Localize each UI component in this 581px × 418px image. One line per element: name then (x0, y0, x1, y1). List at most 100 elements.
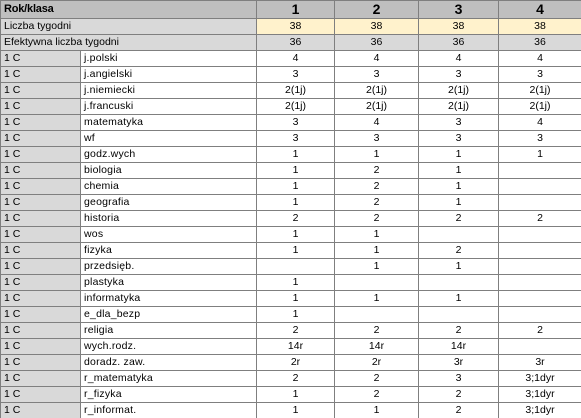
subject-cell[interactable]: matematyka (79, 114, 258, 131)
hours-cell[interactable]: 2(1j) (256, 82, 336, 99)
class-cell[interactable]: 1 C (0, 82, 81, 99)
hours-cell[interactable]: 1 (418, 146, 500, 163)
hours-cell[interactable]: 1 (256, 178, 336, 195)
hours-cell[interactable] (498, 194, 581, 211)
hours-cell[interactable]: 3 (418, 130, 500, 147)
subject-cell[interactable]: chemia (79, 178, 258, 195)
hours-cell[interactable]: 2 (418, 242, 500, 259)
hours-cell[interactable]: 4 (498, 114, 581, 131)
hours-cell[interactable]: 2 (418, 210, 500, 227)
hours-cell[interactable]: 2(1j) (498, 82, 581, 99)
subject-cell[interactable]: wf (79, 130, 258, 147)
subject-cell[interactable]: przedsięb. (79, 258, 258, 275)
subject-cell[interactable]: geografia (79, 194, 258, 211)
subject-cell[interactable]: j.niemiecki (79, 82, 258, 99)
class-cell[interactable]: 1 C (0, 338, 81, 355)
hours-cell[interactable]: 2 (334, 194, 420, 211)
subject-cell[interactable]: r_informat. (79, 402, 258, 418)
summary-cell[interactable]: 38 (418, 18, 500, 35)
class-cell[interactable]: 1 C (0, 194, 81, 211)
hours-cell[interactable]: 1 (418, 290, 500, 307)
hours-cell[interactable]: 14r (334, 338, 420, 355)
subject-cell[interactable]: biologia (79, 162, 258, 179)
class-cell[interactable]: 1 C (0, 50, 81, 67)
hours-cell[interactable]: 1 (334, 226, 420, 243)
hours-cell[interactable]: 2 (498, 210, 581, 227)
hours-cell[interactable] (418, 274, 500, 291)
hours-cell[interactable] (498, 306, 581, 323)
hours-cell[interactable]: 3r (498, 354, 581, 371)
hours-cell[interactable]: 2(1j) (256, 98, 336, 115)
hours-cell[interactable]: 3 (418, 66, 500, 83)
hours-cell[interactable]: 2 (498, 322, 581, 339)
hours-cell[interactable]: 3 (256, 130, 336, 147)
hours-cell[interactable]: 4 (334, 50, 420, 67)
subject-cell[interactable]: e_dla_bezp (79, 306, 258, 323)
hours-cell[interactable]: 2 (256, 210, 336, 227)
subject-cell[interactable]: godz.wych (79, 146, 258, 163)
hours-cell[interactable]: 2 (256, 322, 336, 339)
hours-cell[interactable]: 4 (256, 50, 336, 67)
class-cell[interactable]: 1 C (0, 146, 81, 163)
hours-cell[interactable]: 4 (418, 50, 500, 67)
hours-cell[interactable]: 2 (334, 210, 420, 227)
year-header-3[interactable]: 3 (418, 0, 500, 19)
summary-cell[interactable]: 36 (498, 34, 581, 51)
subject-cell[interactable]: r_matematyka (79, 370, 258, 387)
hours-cell[interactable]: 2 (334, 370, 420, 387)
hours-cell[interactable]: 1 (256, 274, 336, 291)
class-cell[interactable]: 1 C (0, 98, 81, 115)
hours-cell[interactable]: 1 (334, 146, 420, 163)
hours-cell[interactable]: 1 (256, 226, 336, 243)
hours-cell[interactable] (498, 290, 581, 307)
summary-cell[interactable]: 38 (498, 18, 581, 35)
class-cell[interactable]: 1 C (0, 226, 81, 243)
hours-cell[interactable]: 2 (418, 402, 500, 418)
summary-label[interactable]: Efektywna liczba tygodni (0, 34, 258, 51)
hours-cell[interactable]: 1 (256, 242, 336, 259)
subject-cell[interactable]: j.angielski (79, 66, 258, 83)
hours-cell[interactable] (498, 274, 581, 291)
hours-cell[interactable]: 3 (256, 114, 336, 131)
class-cell[interactable]: 1 C (0, 178, 81, 195)
subject-cell[interactable]: doradz. zaw. (79, 354, 258, 371)
class-cell[interactable]: 1 C (0, 306, 81, 323)
hours-cell[interactable] (418, 226, 500, 243)
hours-cell[interactable]: 2(1j) (498, 98, 581, 115)
hours-cell[interactable]: 1 (334, 290, 420, 307)
hours-cell[interactable]: 2(1j) (418, 98, 500, 115)
hours-cell[interactable]: 1 (498, 146, 581, 163)
hours-cell[interactable]: 2 (418, 322, 500, 339)
hours-cell[interactable]: 1 (418, 162, 500, 179)
subject-cell[interactable]: wych.rodz. (79, 338, 258, 355)
hours-cell[interactable]: 3 (334, 66, 420, 83)
hours-cell[interactable] (256, 258, 336, 275)
subject-cell[interactable]: r_fizyka (79, 386, 258, 403)
hours-cell[interactable]: 3 (418, 114, 500, 131)
subject-cell[interactable]: j.polski (79, 50, 258, 67)
hours-cell[interactable]: 2(1j) (418, 82, 500, 99)
hours-cell[interactable]: 2r (334, 354, 420, 371)
hours-cell[interactable] (498, 258, 581, 275)
hours-cell[interactable]: 4 (334, 114, 420, 131)
hours-cell[interactable] (498, 226, 581, 243)
class-cell[interactable]: 1 C (0, 290, 81, 307)
hours-cell[interactable]: 2 (334, 178, 420, 195)
hours-cell[interactable]: 2(1j) (334, 82, 420, 99)
hours-cell[interactable]: 3;1dyr (498, 386, 581, 403)
hours-cell[interactable]: 1 (256, 306, 336, 323)
summary-cell[interactable]: 38 (334, 18, 420, 35)
hours-cell[interactable]: 1 (418, 258, 500, 275)
hours-cell[interactable]: 3 (256, 66, 336, 83)
hours-cell[interactable]: 2r (256, 354, 336, 371)
hours-cell[interactable]: 2 (334, 162, 420, 179)
hours-cell[interactable]: 2 (418, 386, 500, 403)
hours-cell[interactable]: 14r (256, 338, 336, 355)
hours-cell[interactable]: 1 (334, 242, 420, 259)
class-cell[interactable]: 1 C (0, 354, 81, 371)
class-cell[interactable]: 1 C (0, 162, 81, 179)
class-cell[interactable]: 1 C (0, 114, 81, 131)
class-cell[interactable]: 1 C (0, 66, 81, 83)
subject-cell[interactable]: fizyka (79, 242, 258, 259)
hours-cell[interactable] (498, 178, 581, 195)
